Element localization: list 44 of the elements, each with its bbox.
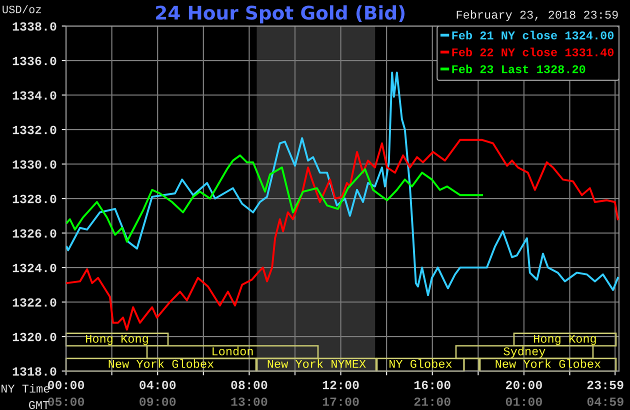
annotation: Hong Kong: [534, 334, 596, 346]
y-tick-label: 1330.0: [12, 160, 56, 169]
x2-tick-label: 05:00: [48, 397, 84, 406]
annotation: New York NYMEX: [268, 359, 366, 368]
annotation: NY Globex: [390, 359, 452, 368]
x-tick-label: 04:00: [140, 380, 176, 390]
y-tick-label: 1336.0: [12, 56, 56, 66]
annotation: New York Globex: [496, 359, 601, 368]
x-tick-label: 08:00: [231, 380, 268, 390]
x2-tick-label: 17:00: [322, 397, 359, 406]
legend-label: Feb 23 Last 1328.20: [452, 64, 586, 74]
chart-subtitle: February 23, 2018 23:59: [456, 10, 618, 22]
x-tick-label: 20:00: [506, 380, 542, 390]
legend-label: Feb 22 NY close 1331.40: [452, 48, 614, 56]
y-tick-label: 1320.0: [12, 332, 56, 342]
y-axis-title: USD/oz: [2, 5, 42, 14]
x-tick-label: 00:00: [48, 380, 84, 390]
x2-tick-label: 04:59: [587, 397, 624, 406]
annotation: Sydney: [504, 346, 546, 358]
line-series: [66, 154, 484, 243]
chart-title: 24 Hour Spot Gold (Bid): [156, 5, 405, 24]
annotation: New York Globex: [108, 359, 214, 368]
y-tick-label: 1328.0: [12, 194, 56, 204]
x-axis-title: NY Time: [2, 384, 50, 393]
y-tick-label: 1338.0: [12, 22, 56, 31]
x-tick-label: 12:00: [322, 380, 359, 390]
line-series: [66, 138, 619, 331]
x2-tick-label: 09:00: [140, 397, 176, 406]
x-tick-label: 16:00: [414, 380, 450, 390]
y-tick-label: 1324.0: [12, 264, 56, 272]
x-tick-label: 23:59: [587, 380, 624, 390]
y-tick-label: 1326.0: [12, 229, 56, 238]
x2-tick-label: 21:00: [414, 397, 450, 406]
y-tick-label: 1332.0: [12, 126, 56, 134]
annotation: Hong Kong: [86, 334, 148, 346]
annotation: London: [212, 346, 253, 356]
line-series: [66, 72, 619, 296]
x2-axis-title: GMT: [29, 401, 50, 410]
x2-tick-label: 13:00: [231, 397, 268, 406]
y-tick-label: 1322.0: [12, 298, 56, 307]
x2-tick-label: 01:00: [506, 397, 542, 406]
legend-label: Feb 21 NY close 1324.00: [452, 30, 614, 40]
y-tick-label: 1334.0: [12, 91, 56, 100]
y-tick-label: 1318.0: [12, 367, 56, 376]
